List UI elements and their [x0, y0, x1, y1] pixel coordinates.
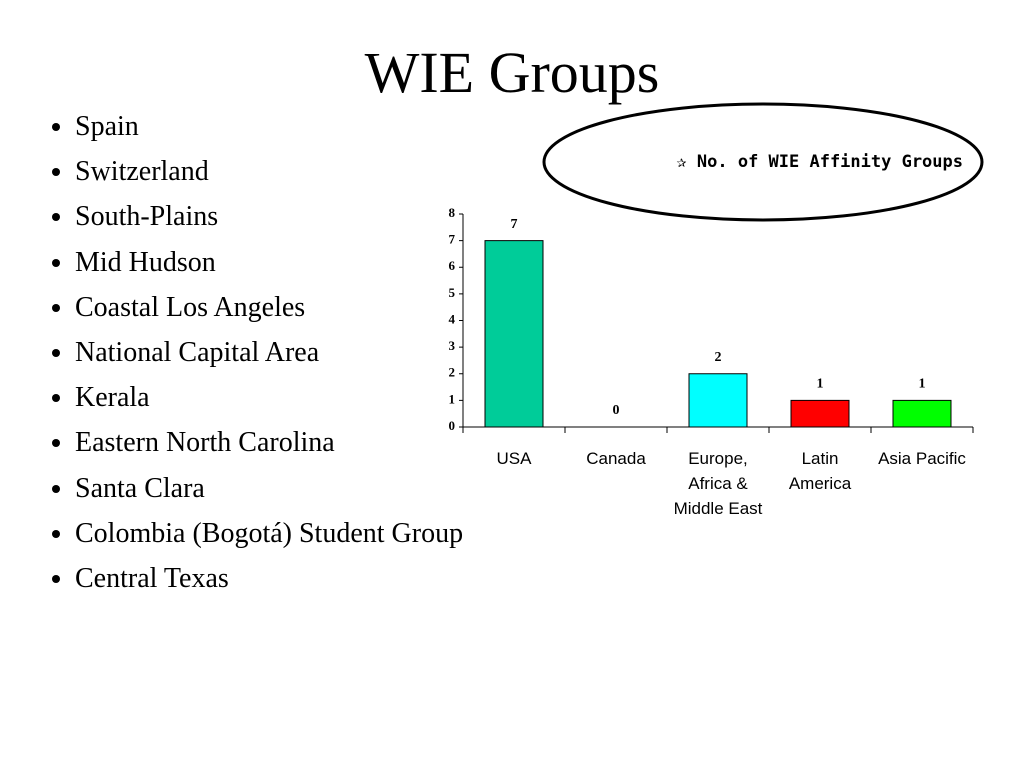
bar — [892, 399, 952, 428]
value-label: 1 — [817, 377, 824, 392]
bullet-item: Switzerland — [75, 149, 463, 194]
bullet-item: National Capital Area — [75, 330, 463, 375]
value-label: 2 — [715, 350, 722, 365]
x-tick-label: Canada — [586, 449, 646, 468]
bullet-item: Coastal Los Angeles — [75, 285, 463, 330]
bullet-list: SpainSwitzerlandSouth-PlainsMid HudsonCo… — [30, 104, 463, 601]
value-label: 0 — [613, 403, 620, 418]
bullet-item: Colombia (Bogotá) Student Group — [75, 511, 463, 556]
y-tick-label: 2 — [449, 365, 456, 380]
chart-title: ✰ No. of WIE Affinity Groups — [676, 152, 963, 172]
x-tick-label: Europe, Africa & Middle East — [673, 449, 763, 518]
y-tick-label: 8 — [449, 205, 456, 220]
x-tick-label: USA — [496, 449, 532, 468]
bullet-item: Mid Hudson — [75, 240, 463, 285]
y-tick-label: 3 — [449, 338, 456, 353]
bullet-item: Kerala — [75, 375, 463, 420]
bullet-item: Eastern North Carolina — [75, 420, 463, 465]
legend-ellipse — [542, 102, 984, 222]
y-tick-label: 1 — [449, 391, 456, 406]
bullet-item: Spain — [75, 104, 463, 149]
bar — [688, 373, 748, 428]
y-tick-label: 5 — [449, 285, 456, 300]
bullet-item: Santa Clara — [75, 466, 463, 511]
bullet-item: Central Texas — [75, 556, 463, 601]
bar — [790, 399, 850, 428]
bar — [484, 240, 544, 428]
x-tick-label: Latin America — [788, 449, 852, 493]
x-tick-label: Asia Pacific — [878, 449, 966, 468]
y-tick-label: 0 — [449, 418, 456, 433]
y-tick-label: 6 — [449, 258, 456, 273]
value-label: 7 — [511, 217, 518, 232]
y-tick-label: 7 — [449, 232, 456, 247]
y-tick-label: 4 — [449, 311, 456, 326]
bullet-item: South-Plains — [75, 194, 463, 239]
value-label: 1 — [919, 377, 926, 392]
slide-title: WIE Groups — [364, 40, 660, 105]
